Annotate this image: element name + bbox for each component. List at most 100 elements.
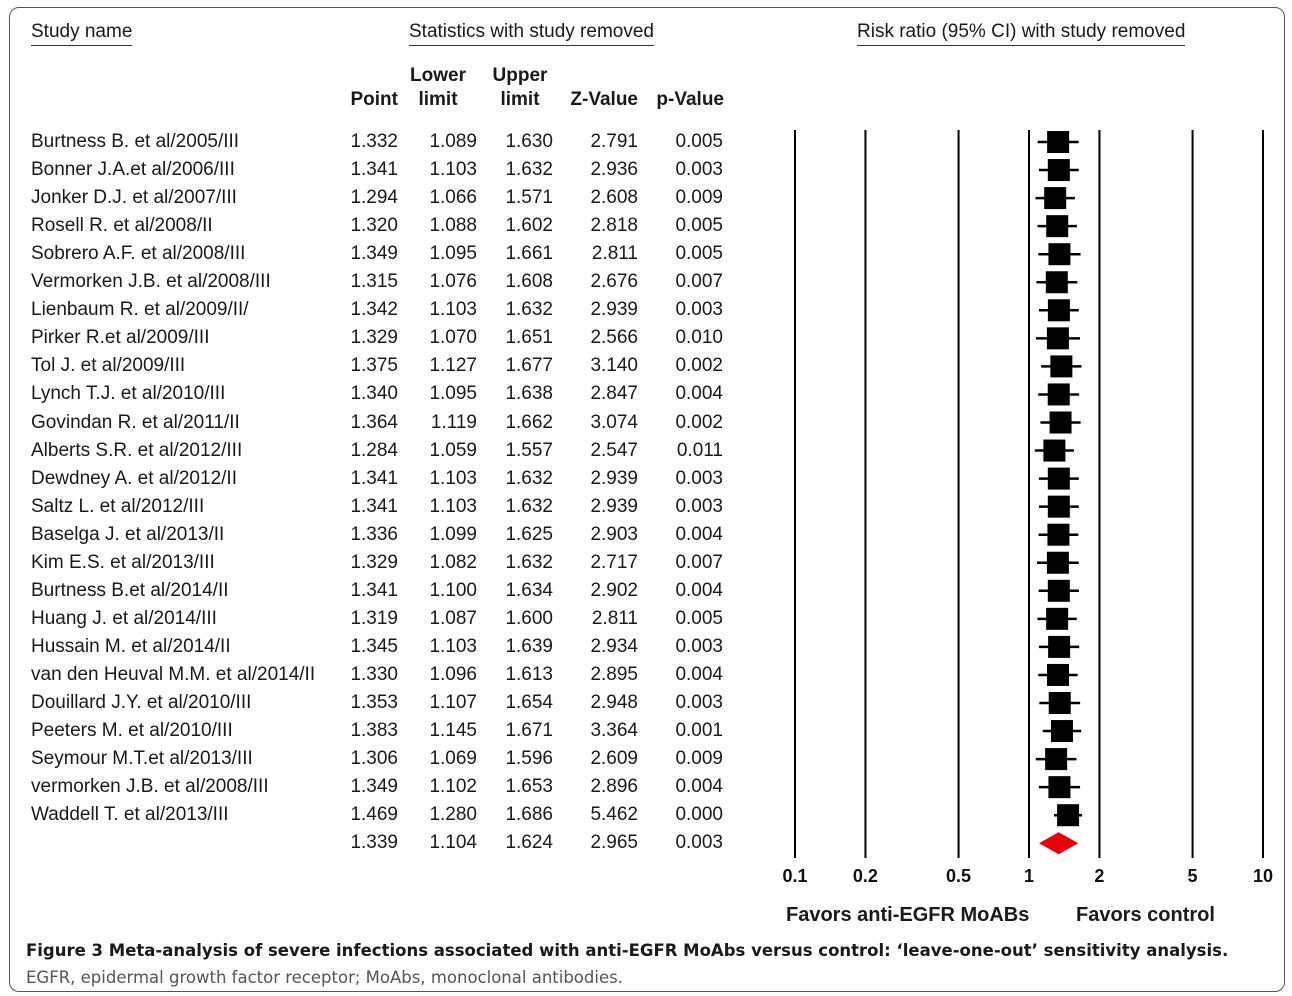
- x-tick-label: 0.5: [946, 866, 971, 886]
- row-point: 1.341: [350, 159, 398, 181]
- row-z-value: 2.902: [590, 579, 638, 601]
- x-tick-label: 0.2: [853, 866, 878, 886]
- row-upper-limit: 1.634: [505, 579, 553, 601]
- row-point: 1.330: [350, 663, 398, 685]
- forest-plot: 0.1 0.2 0.5 1 2 5 10: [782, 130, 1273, 886]
- row-lower-limit: 1.103: [429, 635, 477, 657]
- row-lower-limit: 1.088: [429, 215, 477, 237]
- study-name: vermorken J.B. et al/2008/III: [31, 776, 269, 798]
- study-name: Waddell T. et al/2013/III: [31, 804, 229, 826]
- study-name: Alberts S.R. et al/2012/III: [31, 439, 243, 461]
- row-lower-limit: 1.100: [429, 579, 477, 601]
- figure-frame: [9, 7, 1285, 992]
- x-tick-label: 1: [1024, 866, 1034, 886]
- row-p-value: 0.003: [675, 299, 723, 321]
- row-p-value: 0.005: [675, 607, 723, 629]
- header-risk-ratio: Risk ratio (95% CI) with study removed: [857, 21, 1186, 46]
- row-p-value: 0.004: [675, 523, 723, 545]
- study-name: Huang J. et al/2014/III: [31, 607, 217, 629]
- row-lower-limit: 1.076: [429, 271, 477, 293]
- point-estimate-marker: [1047, 579, 1070, 602]
- row-lower-limit: 1.096: [429, 663, 477, 685]
- row-lower-limit: 1.070: [429, 327, 477, 349]
- row-upper-limit: 1.632: [505, 495, 553, 517]
- row-z-value: 2.811: [591, 243, 638, 265]
- x-tick-label: 10: [1253, 866, 1273, 886]
- row-lower-limit: 1.103: [429, 159, 477, 181]
- column-header-lower-line1: Lower: [410, 65, 466, 86]
- row-upper-limit: 1.632: [505, 159, 553, 181]
- point-estimate-marker: [1043, 439, 1066, 462]
- row-p-value: 0.003: [675, 495, 723, 517]
- row-point: 1.320: [350, 215, 398, 237]
- row-z-value: 2.895: [590, 663, 638, 685]
- column-header-upper-line1: Upper: [492, 65, 548, 86]
- row-point: 1.353: [350, 692, 398, 713]
- row-point: 1.294: [350, 187, 398, 209]
- study-name: Peeters M. et al/2010/III: [31, 720, 233, 742]
- row-z-value: 2.566: [590, 327, 638, 349]
- row-z-value: 2.939: [590, 495, 638, 517]
- row-p-value: 0.005: [675, 131, 723, 152]
- point-estimate-marker: [1046, 215, 1069, 238]
- favors-left-label: Favors anti-EGFR MoABs: [786, 904, 1030, 926]
- row-upper-limit: 1.686: [505, 804, 553, 826]
- study-name: van den Heuval M.M. et al/2014/II: [31, 663, 316, 685]
- row-lower-limit: 1.095: [429, 243, 477, 265]
- row-upper-limit: 1.630: [505, 131, 553, 152]
- row-upper-limit: 1.625: [505, 523, 553, 545]
- row-lower-limit: 1.107: [429, 692, 477, 713]
- row-z-value: 2.948: [590, 692, 638, 713]
- row-p-value: 0.003: [675, 635, 723, 657]
- row-p-value: 0.005: [675, 243, 723, 265]
- row-p-value: 0.010: [675, 327, 723, 349]
- study-name: Rosell R. et al/2008/II: [31, 215, 213, 237]
- study-name: Seymour M.T.et al/2013/III: [31, 748, 253, 770]
- column-header-upper-line2: limit: [500, 89, 540, 110]
- row-point: 1.319: [350, 607, 398, 629]
- row-upper-limit: 1.677: [505, 355, 553, 377]
- row-upper-limit: 1.654: [505, 692, 553, 713]
- row-upper-limit: 1.638: [505, 383, 553, 405]
- row-z-value: 2.903: [590, 523, 638, 545]
- summary-point: 1.339: [350, 832, 398, 854]
- favors-right-label: Favors control: [1076, 904, 1215, 926]
- row-upper-limit: 1.653: [505, 776, 553, 798]
- row-point: 1.469: [350, 804, 398, 826]
- row-p-value: 0.002: [675, 411, 723, 433]
- summary-p-value: 0.003: [675, 832, 723, 854]
- figure-caption: Figure 3 Meta-analysis of severe infecti…: [26, 937, 1271, 991]
- row-lower-limit: 1.089: [429, 131, 477, 152]
- point-estimate-marker: [1045, 748, 1068, 771]
- study-name: Lienbaum R. et al/2009/II/: [31, 299, 249, 321]
- point-estimate-marker: [1050, 355, 1073, 378]
- point-estimate-marker: [1049, 411, 1072, 434]
- row-point: 1.341: [350, 467, 398, 489]
- row-upper-limit: 1.662: [505, 411, 553, 433]
- row-z-value: 2.936: [590, 159, 638, 181]
- point-estimate-marker: [1047, 299, 1070, 322]
- row-lower-limit: 1.059: [429, 439, 477, 461]
- row-p-value: 0.011: [676, 439, 723, 461]
- row-upper-limit: 1.602: [505, 215, 553, 237]
- point-estimate-marker: [1046, 607, 1069, 630]
- row-point: 1.349: [350, 776, 398, 798]
- row-p-value: 0.009: [675, 187, 723, 209]
- study-name: Vermorken J.B. et al/2008/III: [31, 271, 271, 293]
- study-name: Bonner J.A.et al/2006/III: [31, 159, 235, 181]
- row-z-value: 2.939: [590, 299, 638, 321]
- x-tick-label: 5: [1188, 866, 1198, 886]
- row-point: 1.329: [350, 327, 398, 349]
- caption-rest: EGFR, epidermal growth factor receptor; …: [26, 968, 623, 987]
- column-header-z-value: Z-Value: [570, 89, 638, 110]
- row-point: 1.306: [350, 748, 398, 770]
- header-study-name: Study name: [31, 21, 133, 46]
- row-upper-limit: 1.608: [505, 271, 553, 293]
- row-p-value: 0.002: [675, 355, 723, 377]
- point-estimate-marker: [1047, 495, 1070, 518]
- row-z-value: 2.609: [590, 748, 638, 770]
- row-lower-limit: 1.102: [429, 776, 477, 798]
- study-name: Govindan R. et al/2011/II: [31, 411, 240, 433]
- row-p-value: 0.004: [675, 776, 723, 798]
- row-p-value: 0.003: [675, 467, 723, 489]
